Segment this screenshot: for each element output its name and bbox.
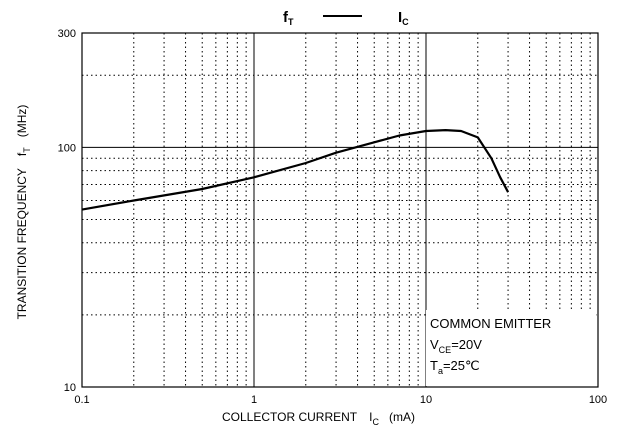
- y-axis-label-group: TRANSITION FREQUENCYfT(MHz): [15, 105, 32, 320]
- y-tick-label: 10: [64, 382, 76, 394]
- annotation-line3: Ta=25℃: [430, 358, 480, 376]
- annotation-line2: VCE=20V: [430, 337, 482, 355]
- y-axis-label: TRANSITION FREQUENCYfT(MHz): [15, 105, 32, 320]
- x-tick-label: 100: [589, 394, 607, 406]
- x-axis-label: COLLECTOR CURRENT IC (mA): [222, 410, 415, 427]
- x-tick-label: 0.1: [74, 394, 89, 406]
- tick-labels: 0.1 1 10 100 10 100 300: [58, 28, 608, 406]
- annotation-line1: COMMON EMITTER: [430, 316, 551, 331]
- series-line: [81, 129, 510, 211]
- chart-title: fT IC: [283, 9, 409, 27]
- x-tick-label: 1: [251, 394, 257, 406]
- plot-frame: [81, 32, 599, 388]
- title-right: IC: [398, 9, 409, 27]
- annotation-background: [426, 310, 596, 386]
- title-left: fT: [283, 9, 294, 27]
- y-tick-label: 100: [58, 142, 76, 154]
- annotation-box: COMMON EMITTER VCE=20V Ta=25℃: [426, 310, 596, 386]
- x-tick-label: 10: [420, 394, 432, 406]
- y-tick-label: 300: [58, 28, 76, 40]
